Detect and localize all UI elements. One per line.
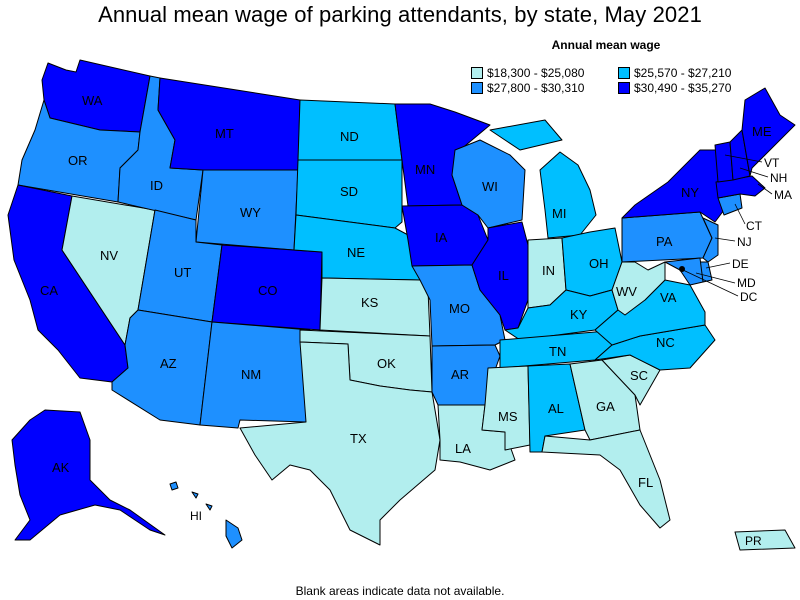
state-hi[interactable] (169, 481, 243, 549)
label-va: VA (660, 290, 677, 305)
label-oh: OH (589, 256, 609, 271)
legend-item-4: $30,490 - $35,270 (618, 81, 731, 95)
legend-title: Annual mean wage (551, 38, 661, 52)
label-ks: KS (361, 295, 379, 310)
label-vt: VT (764, 156, 780, 170)
state-ky[interactable] (504, 289, 619, 341)
label-de: DE (732, 257, 749, 271)
label-ms: MS (498, 409, 518, 424)
label-ut: UT (174, 265, 191, 280)
label-pa: PA (656, 234, 673, 249)
label-ia: IA (435, 230, 448, 245)
label-me: ME (752, 124, 772, 139)
legend-label-1: $18,300 - $25,080 (487, 66, 585, 80)
map-title: Annual mean wage of parking attendants, … (98, 2, 702, 27)
label-wi: WI (482, 179, 498, 194)
legend-swatch-4 (618, 82, 630, 94)
label-nc: NC (656, 335, 675, 350)
label-ga: GA (596, 399, 615, 414)
state-mt[interactable] (157, 77, 301, 171)
label-mi: MI (552, 206, 566, 221)
label-sd: SD (340, 184, 358, 199)
legend-swatch-1 (471, 67, 483, 79)
state-ma[interactable] (715, 175, 766, 199)
label-ma: MA (774, 188, 792, 202)
label-co: CO (258, 283, 278, 298)
label-ny: NY (681, 185, 699, 200)
label-wy: WY (240, 205, 261, 220)
label-nh: NH (770, 171, 787, 185)
label-wa: WA (82, 93, 103, 108)
label-ky: KY (570, 307, 588, 322)
label-tx: TX (350, 431, 367, 446)
label-az: AZ (160, 356, 177, 371)
state-wi[interactable] (451, 139, 526, 229)
footnote: Blank areas indicate data not available. (295, 584, 505, 598)
label-hi: HI (190, 509, 202, 523)
label-ar: AR (451, 367, 469, 382)
label-pr: PR (745, 534, 762, 548)
state-md[interactable] (664, 257, 704, 286)
label-ne: NE (347, 245, 365, 260)
label-sc: SC (630, 368, 648, 383)
state-mi[interactable] (489, 119, 597, 239)
label-ok: OK (377, 356, 396, 371)
label-nj: NJ (737, 235, 752, 249)
label-ct: CT (746, 219, 763, 233)
label-nm: NM (241, 367, 261, 382)
label-md: MD (737, 276, 756, 290)
label-wv: WV (616, 284, 637, 299)
label-tn: TN (549, 344, 566, 359)
label-fl: FL (638, 475, 653, 490)
state-me[interactable] (741, 87, 796, 177)
legend-swatch-2 (618, 67, 630, 79)
label-or: OR (68, 153, 88, 168)
label-mn: MN (415, 162, 435, 177)
label-id: ID (150, 178, 163, 193)
dc-marker (679, 266, 685, 272)
state-fl[interactable] (541, 429, 671, 529)
leader-lines (682, 154, 773, 297)
state-sd[interactable] (295, 159, 403, 229)
state-pr[interactable] (734, 529, 796, 551)
state-tx[interactable] (239, 341, 441, 546)
label-nd: ND (340, 129, 359, 144)
legend-label-4: $30,490 - $35,270 (634, 81, 732, 95)
legend-item-1: $18,300 - $25,080 (471, 66, 584, 80)
label-il: IL (498, 268, 509, 283)
label-al: AL (548, 401, 564, 416)
legend-item-2: $25,570 - $27,210 (618, 66, 731, 80)
state-ak[interactable] (11, 409, 166, 541)
label-la: LA (455, 441, 471, 456)
label-mo: MO (449, 301, 470, 316)
state-ny[interactable] (621, 149, 725, 223)
label-in: IN (542, 263, 555, 278)
label-mt: MT (215, 126, 234, 141)
legend-item-3: $27,800 - $30,310 (471, 81, 584, 95)
state-ks[interactable] (319, 277, 431, 337)
legend-label-2: $25,570 - $27,210 (634, 66, 732, 80)
legend-label-3: $27,800 - $30,310 (487, 81, 585, 95)
legend-swatch-3 (471, 82, 483, 94)
label-dc: DC (740, 290, 758, 304)
label-ak: AK (52, 460, 70, 475)
label-ca: CA (40, 283, 58, 298)
label-nv: NV (100, 248, 118, 263)
